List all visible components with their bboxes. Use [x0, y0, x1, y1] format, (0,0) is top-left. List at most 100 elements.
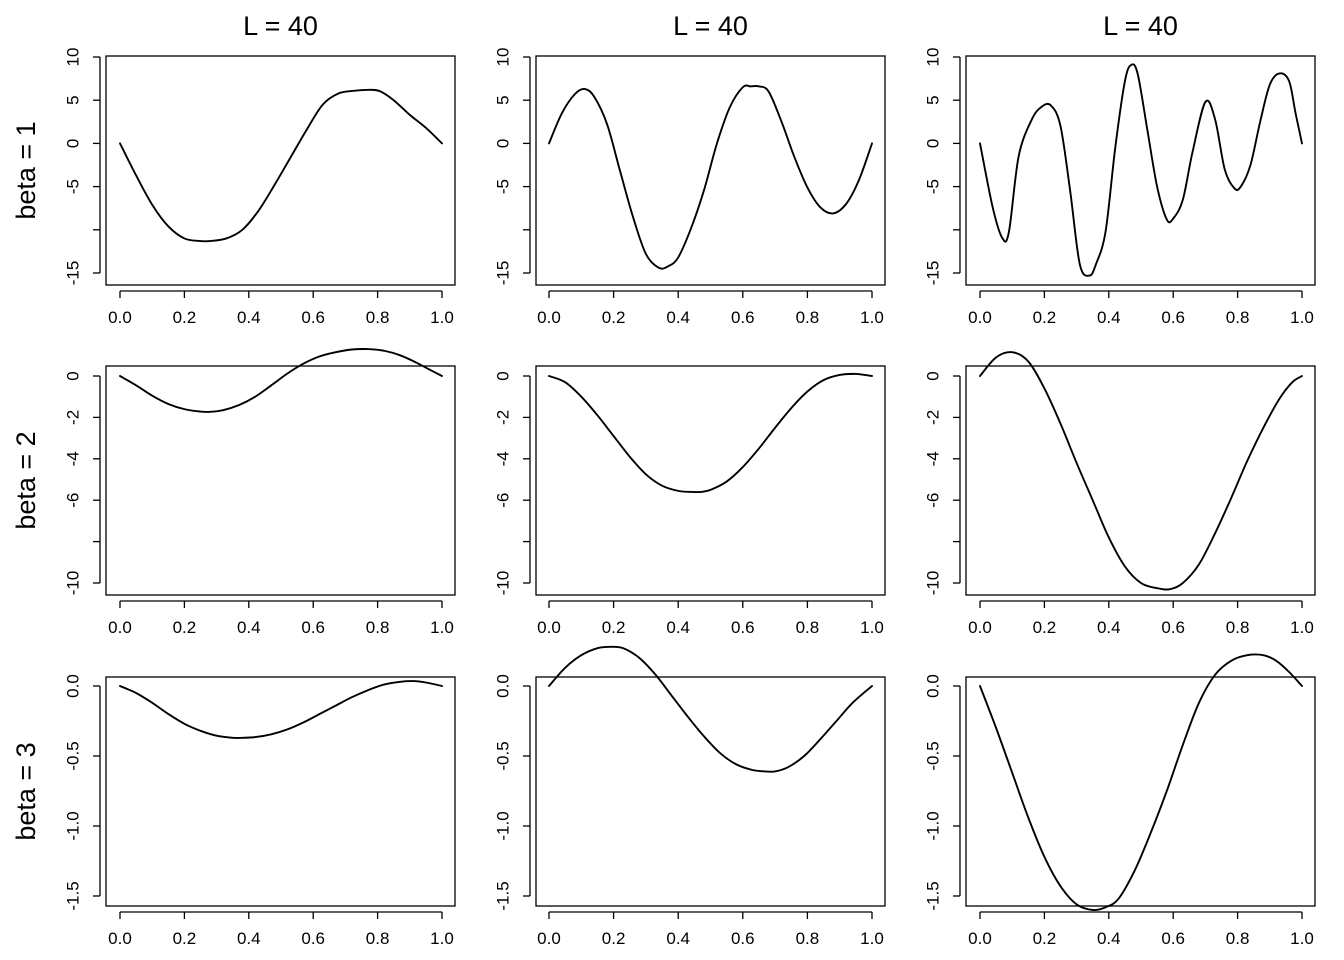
- y-tick-label: -0.5: [923, 741, 942, 770]
- y-tick-label: -10: [923, 571, 942, 596]
- panel-r3-c3: 0.0 0.2 0.4 0.6 0.8 1.0 0.0 -0.5 -1.0 -1.5: [923, 653, 1316, 948]
- x-tick-label: 0.8: [366, 618, 390, 637]
- plot-frame: [105, 55, 456, 286]
- x-tick-label: 0.0: [968, 308, 992, 327]
- series-line: [548, 372, 873, 494]
- y-tick-label: 0: [63, 371, 82, 380]
- y-tick-label: -4: [493, 451, 512, 466]
- x-tick-label: 0.8: [1226, 308, 1250, 327]
- panel-r1-c2: 0.0 0.2 0.4 0.6 0.8 1.0 10 5 0 -5 -15: [493, 48, 886, 327]
- x-tick-label: 0.0: [537, 618, 561, 637]
- panel-r3-c1: 0.0 0.2 0.4 0.6 0.8 1.0 0.0 -0.5 -1.0 -1.5: [63, 674, 456, 948]
- x-tick-label: 0.2: [173, 308, 197, 327]
- row-label-2: beta = 2: [11, 431, 41, 529]
- y-tick-label: -15: [63, 261, 82, 286]
- x-tick-label: 0.4: [1097, 308, 1121, 327]
- x-tick-label: 0.0: [108, 929, 132, 948]
- y-tick-label: -6: [923, 493, 942, 508]
- plot-frame: [105, 676, 456, 907]
- column-title-3: L = 40: [1103, 11, 1178, 41]
- y-tick-label: -6: [493, 493, 512, 508]
- y-tick-label: -6: [63, 493, 82, 508]
- x-tick-label: 0.4: [666, 308, 690, 327]
- plot-frame: [965, 676, 1316, 907]
- y-tick-label: -5: [923, 179, 942, 194]
- series-line: [548, 84, 873, 270]
- y-tick-label: -1.0: [63, 811, 82, 840]
- y-tick-label: 0: [63, 139, 82, 148]
- x-tick-label: 1.0: [1290, 618, 1314, 637]
- x-tick-label: 0.0: [108, 308, 132, 327]
- y-tick-label: -1.5: [923, 881, 942, 910]
- row-label-3: beta = 3: [11, 742, 41, 840]
- x-tick-label: 0.4: [666, 929, 690, 948]
- y-tick-label: 0.0: [923, 674, 942, 698]
- x-tick-label: 0.2: [602, 308, 626, 327]
- x-tick-label: 0.0: [968, 929, 992, 948]
- x-tick-label: 0.8: [366, 929, 390, 948]
- y-tick-label: 0.0: [493, 674, 512, 698]
- x-tick-label: 1.0: [430, 308, 454, 327]
- series-line: [119, 348, 443, 413]
- row-labels: beta = 1 beta = 2 beta = 3: [11, 121, 41, 840]
- x-tick-label: 0.2: [173, 929, 197, 948]
- x-tick-label: 0.8: [796, 618, 820, 637]
- x-tick-label: 0.6: [301, 308, 325, 327]
- y-tick-label: -1.0: [923, 811, 942, 840]
- column-title-1: L = 40: [243, 11, 318, 41]
- x-tick-label: 0.6: [1161, 929, 1185, 948]
- y-tick-label: 0.0: [63, 674, 82, 698]
- y-tick-label: -4: [923, 451, 942, 466]
- y-tick-label: -10: [63, 571, 82, 596]
- x-tick-label: 0.2: [1033, 618, 1057, 637]
- y-tick-label: 10: [493, 48, 512, 67]
- plot-frame: [535, 676, 886, 907]
- series-line: [119, 680, 443, 739]
- plot-frame: [965, 365, 1316, 596]
- x-tick-label: 0.8: [1226, 618, 1250, 637]
- y-tick-label: -5: [63, 179, 82, 194]
- y-tick-label: -2: [923, 410, 942, 425]
- y-tick-label: -4: [63, 451, 82, 466]
- x-tick-label: 0.6: [301, 618, 325, 637]
- x-tick-label: 0.4: [666, 618, 690, 637]
- x-tick-label: 0.8: [366, 308, 390, 327]
- y-tick-label: -2: [493, 410, 512, 425]
- x-tick-label: 0.8: [1226, 929, 1250, 948]
- x-tick-label: 1.0: [860, 929, 884, 948]
- x-tick-label: 1.0: [430, 618, 454, 637]
- y-tick-label: -1.5: [63, 881, 82, 910]
- series-line: [979, 653, 1303, 912]
- x-tick-label: 0.6: [301, 929, 325, 948]
- y-tick-label: 0: [493, 139, 512, 148]
- y-tick-label: -1.5: [493, 881, 512, 910]
- x-tick-label: 0.8: [796, 929, 820, 948]
- x-tick-label: 0.2: [602, 618, 626, 637]
- column-titles: L = 40 L = 40 L = 40: [243, 11, 1178, 41]
- y-tick-label: -1.0: [493, 811, 512, 840]
- series-line: [979, 351, 1303, 591]
- x-tick-label: 1.0: [1290, 929, 1314, 948]
- x-tick-label: 0.6: [1161, 308, 1185, 327]
- y-tick-label: 5: [923, 95, 942, 104]
- x-tick-label: 0.2: [1033, 308, 1057, 327]
- panel-r2-c3: 0.0 0.2 0.4 0.6 0.8 1.0 0 -2 -4 -6 -10: [923, 351, 1316, 637]
- x-tick-label: 1.0: [430, 929, 454, 948]
- series-line: [979, 63, 1303, 277]
- x-tick-label: 0.4: [237, 929, 261, 948]
- x-tick-label: 0.4: [237, 618, 261, 637]
- y-tick-label: 0: [493, 371, 512, 380]
- panel-r1-c1: 0.0 0.2 0.4 0.6 0.8 1.0 10 5 0 -5 -15: [63, 48, 456, 327]
- x-tick-label: 0.6: [1161, 618, 1185, 637]
- x-tick-label: 0.0: [537, 929, 561, 948]
- x-tick-label: 0.2: [602, 929, 626, 948]
- x-tick-label: 0.0: [968, 618, 992, 637]
- series-line: [548, 645, 873, 773]
- column-title-2: L = 40: [673, 11, 748, 41]
- x-tick-label: 0.8: [796, 308, 820, 327]
- x-tick-label: 0.6: [731, 308, 755, 327]
- panel-r2-c1: 0.0 0.2 0.4 0.6 0.8 1.0 0 -2 -4 -6 -10: [63, 348, 456, 637]
- panel-r3-c2: 0.0 0.2 0.4 0.6 0.8 1.0 0.0 -0.5 -1.0 -1.5: [493, 645, 886, 948]
- y-tick-label: -2: [63, 410, 82, 425]
